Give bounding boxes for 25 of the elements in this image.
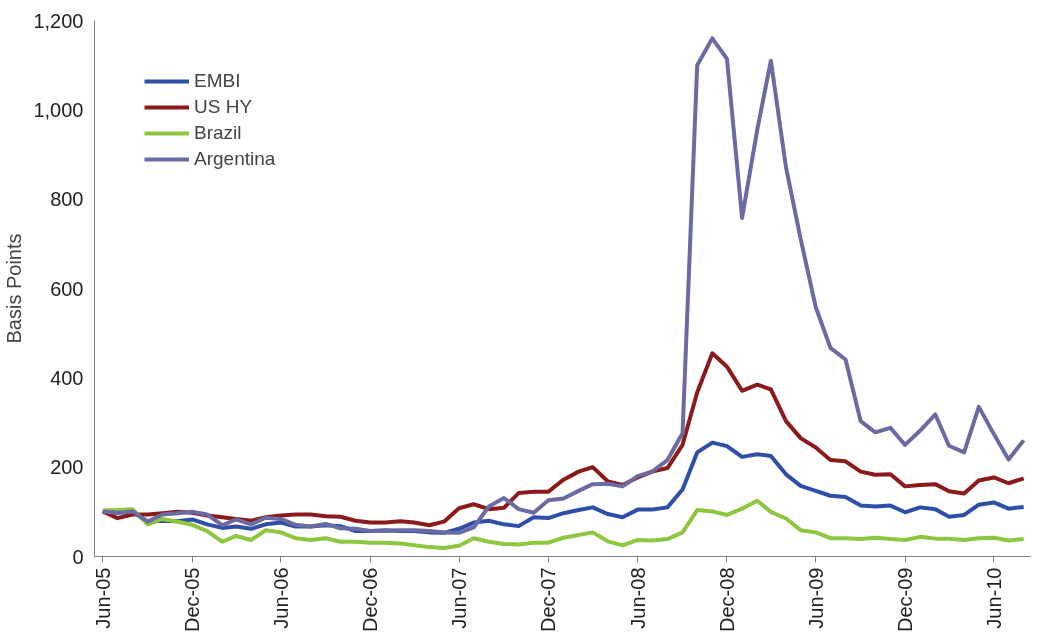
line-series [100,36,1026,535]
x-tick-label: Jun-10 [982,567,1005,629]
line-series [100,498,1026,551]
y-tick-label: 800 [50,188,84,211]
y-axis-title: Basis Points [3,233,26,344]
x-tick-label: Jun-06 [269,567,292,629]
legend-label: Brazil [194,122,242,144]
legend-label: Argentina [194,148,276,170]
x-tick-label: Jun-07 [448,567,471,629]
legend-label: EMBI [194,70,241,92]
y-tick-label: 600 [50,277,84,300]
x-tick-label: Dec-06 [359,567,382,632]
y-tick-label: 200 [50,456,84,479]
x-tick-label: Dec-09 [894,567,917,632]
x-tick-label: Dec-05 [181,567,204,632]
x-tick-label: Jun-09 [804,567,827,629]
x-tick-label: Jun-05 [91,567,114,629]
x-tick-label: Dec-08 [715,567,738,632]
y-tick-label: 1,000 [33,98,84,121]
y-tick-label: 400 [50,366,84,389]
y-tick-label: 1,200 [33,9,84,32]
y-tick-label: 0 [72,545,84,568]
x-tick-label: Jun-08 [626,567,649,629]
x-tick-label: Dec-07 [537,567,560,632]
legend-label: US HY [194,96,253,118]
